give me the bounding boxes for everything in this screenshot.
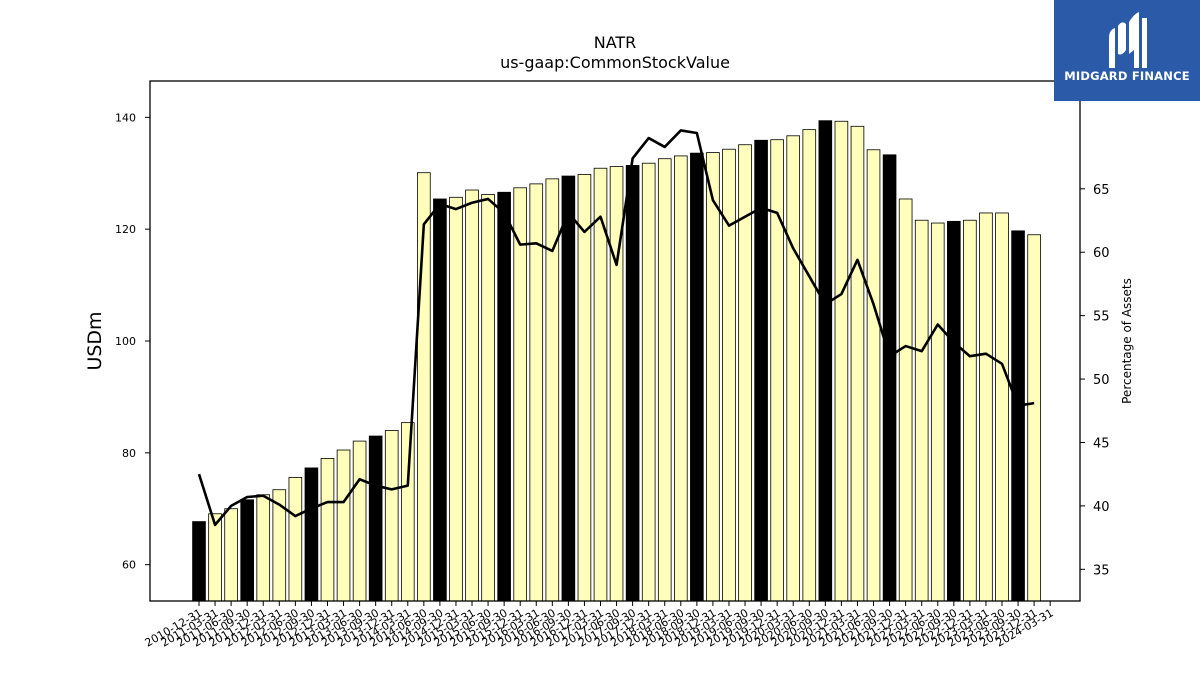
bar-2018-12-31 — [706, 152, 720, 602]
chart-title: NATR — [594, 33, 637, 52]
bar-2021-12-31 — [898, 198, 913, 602]
bar-2017-09-30 — [625, 165, 640, 602]
bar-2018-09-30 — [690, 152, 704, 602]
y2-tick-label: 60 — [1093, 246, 1110, 261]
bar-2014-12-31 — [449, 196, 463, 602]
bar-2012-06-30 — [288, 477, 303, 602]
right-axis: 35 40 45 50 55 60 65 — [1080, 183, 1110, 578]
bar-2020-06-30 — [802, 129, 817, 602]
bar-2022-03-31 — [914, 219, 929, 602]
bar-2015-06-30 — [481, 194, 495, 602]
y-tick-label: 60 — [122, 559, 136, 572]
y2-tick-label: 45 — [1093, 436, 1110, 451]
bar-2019-12-31 — [770, 139, 784, 602]
bar-2023-06-30 — [995, 212, 1009, 602]
y-tick-label: 140 — [115, 111, 136, 124]
midgard-m-logo-icon — [1109, 12, 1147, 68]
logo-text: MIDGARD FINANCE — [1064, 69, 1190, 83]
left-axis: 60 80 100 120 140 — [115, 111, 150, 572]
bar-2015-12-31 — [513, 187, 527, 602]
bar-2015-09-30 — [497, 191, 511, 602]
bar-2011-09-30 — [240, 499, 254, 602]
bar-2014-03-31 — [400, 422, 415, 602]
y2-tick-label: 35 — [1093, 563, 1110, 578]
y2-tick-label: 50 — [1093, 373, 1110, 388]
bar-2015-03-31 — [465, 189, 479, 602]
y2-tick-label: 55 — [1093, 310, 1110, 325]
x-axis: 2010-12-312011-03-312011-06-302011-09-30… — [143, 601, 1056, 650]
bar-2011-06-30 — [224, 508, 238, 602]
bar-2021-09-30 — [882, 154, 897, 602]
bar-2017-12-31 — [641, 162, 656, 602]
bar-2013-06-30 — [352, 440, 367, 602]
y2-tick-label: 40 — [1093, 500, 1110, 515]
bar-2022-09-30 — [947, 220, 961, 602]
bar-2022-12-31 — [963, 219, 977, 602]
bar-2021-06-30 — [866, 149, 881, 602]
bar-2023-09-30 — [1011, 230, 1025, 602]
bar-2020-09-30 — [818, 120, 833, 602]
brand-logo: MIDGARD FINANCE — [1054, 0, 1200, 101]
bar-2014-09-30 — [433, 198, 447, 602]
chart-subtitle: us-gaap:CommonStockValue — [500, 53, 730, 72]
bar-2020-12-31 — [834, 120, 849, 602]
y2-axis-label: Percentage of Assets — [1120, 278, 1134, 404]
bar-2023-12-31 — [1027, 234, 1041, 602]
bar-2018-06-30 — [674, 155, 688, 602]
bar-2023-03-31 — [979, 212, 993, 602]
bar-2012-12-31 — [320, 458, 335, 602]
y-tick-label: 80 — [122, 447, 136, 460]
bar-2022-06-30 — [930, 222, 945, 602]
bar-2016-12-31 — [577, 173, 592, 602]
bar-2010-12-31 — [192, 521, 206, 602]
bar-2013-03-31 — [336, 449, 351, 602]
y-tick-label: 120 — [115, 223, 136, 236]
y2-tick-label: 65 — [1093, 183, 1110, 198]
bar-2013-12-31 — [384, 430, 399, 602]
bar-2011-12-31 — [256, 494, 271, 602]
y-axis-label: USDm — [84, 311, 106, 370]
bar-2012-09-30 — [304, 467, 319, 602]
bar-series — [192, 120, 1041, 602]
bar-2021-03-31 — [850, 125, 865, 602]
bar-2011-03-31 — [208, 513, 222, 602]
bar-2018-03-31 — [657, 158, 672, 602]
bar-2016-09-30 — [561, 175, 576, 602]
y-tick-label: 100 — [115, 335, 136, 348]
bar-2013-09-30 — [368, 435, 383, 602]
percentage-line — [197, 129, 1035, 527]
bar-2020-03-31 — [786, 135, 801, 602]
